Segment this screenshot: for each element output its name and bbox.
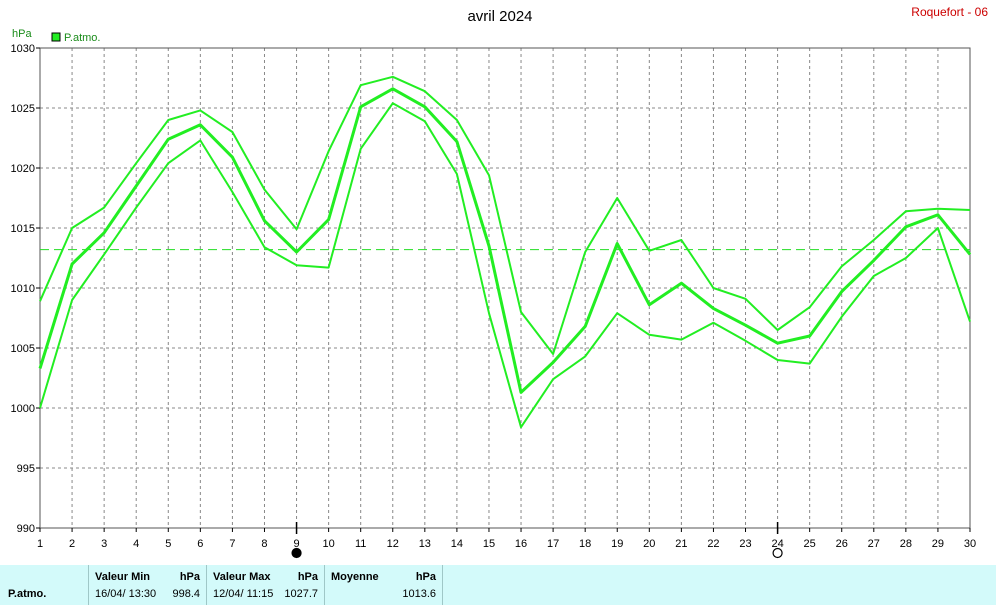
x-tick-label: 23 (739, 538, 751, 550)
x-tick-label: 2 (69, 538, 75, 550)
x-tick-label: 10 (322, 538, 334, 550)
y-tick-label: 1005 (11, 343, 35, 355)
x-tick-label: 26 (836, 538, 848, 550)
x-tick-label: 25 (804, 538, 816, 550)
y-tick-label: 1020 (11, 163, 35, 175)
x-tick-label: 28 (900, 538, 912, 550)
x-tick-label: 1 (37, 538, 43, 550)
min-stat-value: 998.4 (172, 588, 200, 600)
stats-footer: P.atmo. Valeur Min hPa 16/04/ 13:30 998.… (0, 565, 996, 605)
station-label: Roquefort - 06 (911, 5, 988, 19)
y-tick-label: 1015 (11, 223, 35, 235)
series-mean-line (38, 87, 972, 394)
chart-title: avril 2024 (467, 8, 532, 25)
y-axis-unit: hPa (12, 28, 32, 40)
avg-stat-cell: Moyenne hPa 1013.6 (324, 565, 443, 605)
x-tick-label: 21 (675, 538, 687, 550)
legend-swatch (51, 32, 61, 42)
x-tick-label: 18 (579, 538, 591, 550)
x-tick-label: 11 (355, 538, 366, 550)
y-tick-label: 995 (17, 463, 35, 475)
x-tick-label: 16 (515, 538, 527, 550)
x-tick-label: 24 (771, 538, 783, 550)
min-stat-title: Valeur Min (95, 571, 151, 583)
x-tick-label: 12 (387, 538, 399, 550)
min-stat-date: 16/04/ 13:30 (95, 588, 157, 600)
x-tick-label: 27 (868, 538, 880, 550)
max-stat-date: 12/04/ 11:15 (213, 588, 274, 600)
avg-stat-unit: hPa (415, 571, 436, 583)
x-tick-label: 30 (964, 538, 976, 550)
new-moon-icon (291, 547, 302, 559)
y-tick-label: 1000 (11, 403, 35, 415)
y-tick-label: 1010 (11, 283, 35, 295)
x-tick-label: 14 (451, 538, 463, 550)
max-stat-cell: Valeur Max hPa 12/04/ 11:15 1027.7 (206, 565, 324, 605)
x-tick-label: 4 (133, 538, 139, 550)
x-tick-label: 5 (165, 538, 171, 550)
x-tick-label: 13 (419, 538, 431, 550)
x-tick-label: 7 (229, 538, 235, 550)
series-min-line (39, 102, 971, 429)
x-tick-label: 29 (932, 538, 944, 550)
x-tick-label: 19 (611, 538, 623, 550)
x-tick-label: 17 (547, 538, 559, 550)
x-tick-label: 20 (643, 538, 655, 550)
y-tick-label: 990 (17, 523, 35, 535)
max-stat-value: 1027.7 (284, 588, 318, 600)
footer-row-label: P.atmo. (8, 588, 47, 600)
min-stat-cell: Valeur Min hPa 16/04/ 13:30 998.4 (88, 565, 206, 605)
legend-label: P.atmo. (64, 32, 101, 44)
x-tick-label: 9 (293, 538, 299, 550)
x-tick-label: 15 (483, 538, 495, 550)
x-tick-label: 8 (261, 538, 267, 550)
x-tick-label: 22 (707, 538, 719, 550)
min-stat-unit: hPa (179, 571, 200, 583)
avg-stat-value: 1013.6 (402, 588, 436, 600)
y-tick-label: 1030 (11, 43, 35, 55)
avg-stat-title: Moyenne (331, 571, 379, 583)
series-max-line (39, 75, 971, 355)
x-tick-label: 3 (101, 538, 107, 550)
x-tick-label: 6 (197, 538, 203, 550)
max-stat-unit: hPa (297, 571, 318, 583)
max-stat-title: Valeur Max (213, 571, 271, 583)
full-moon-icon (772, 547, 783, 559)
y-tick-label: 1025 (11, 103, 35, 115)
